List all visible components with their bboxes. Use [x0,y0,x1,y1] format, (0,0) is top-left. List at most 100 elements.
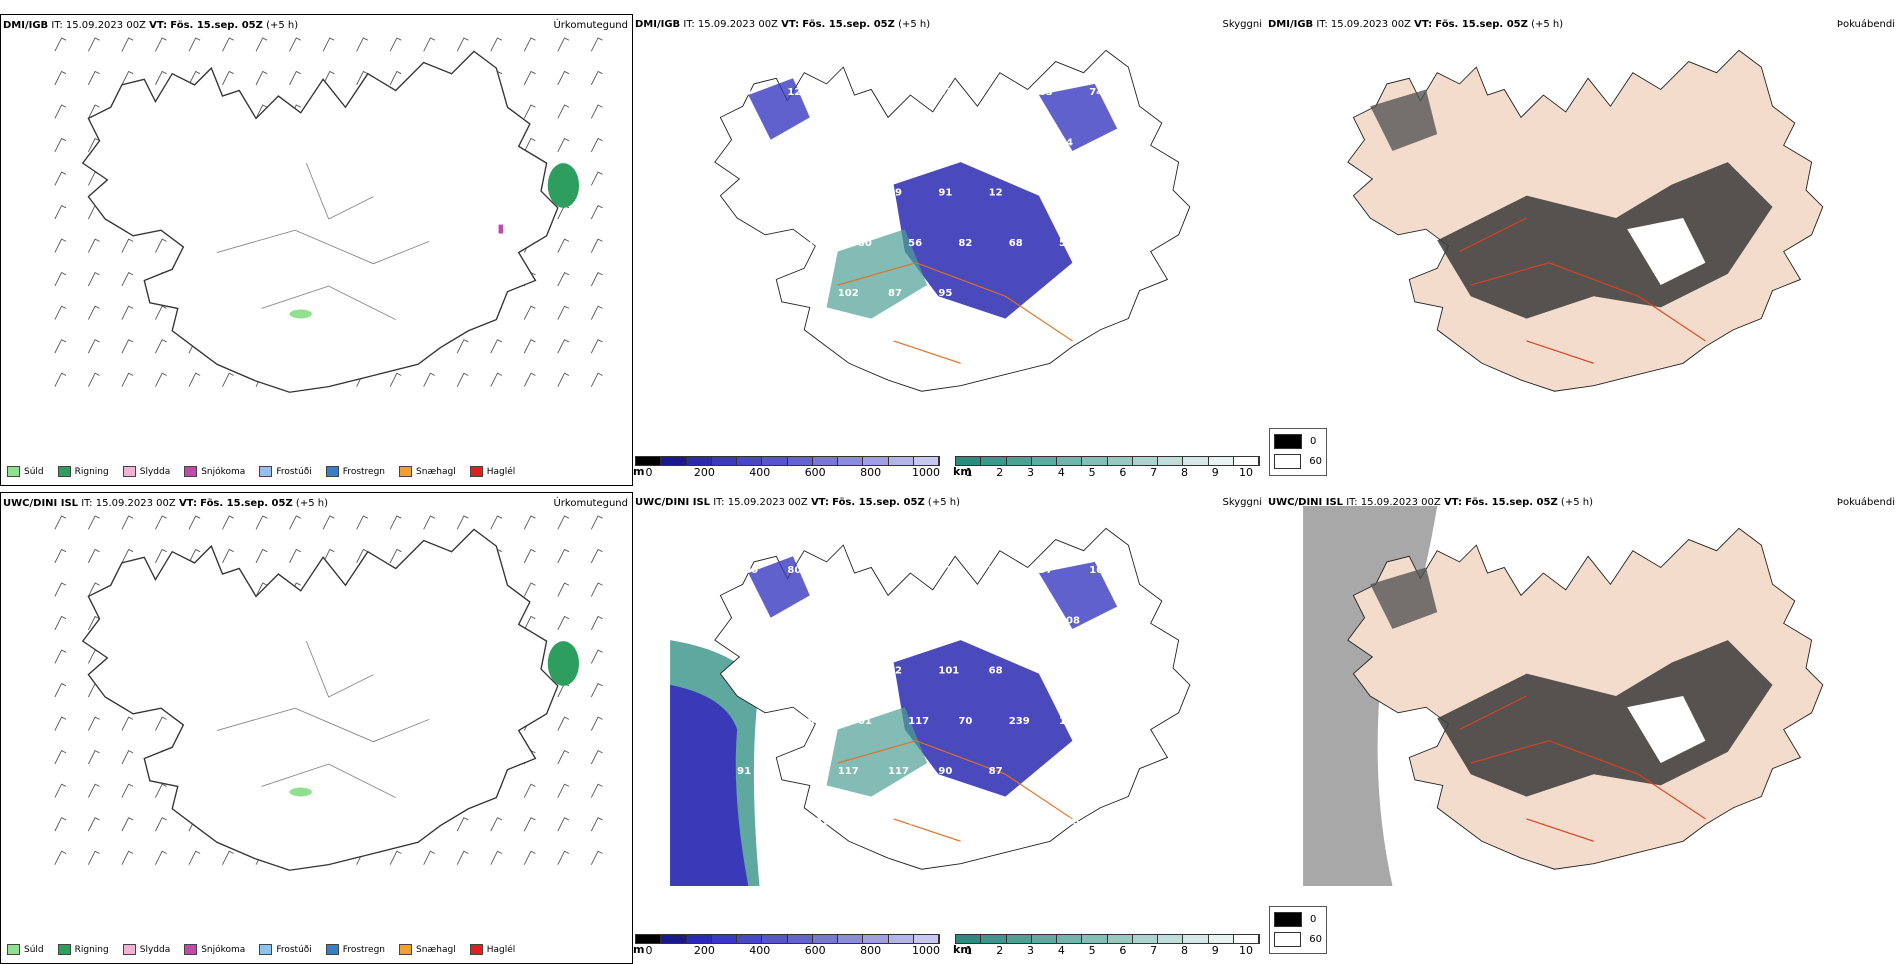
visibility-label: 95 [938,288,952,299]
colorbar-tick: 600 [804,466,826,479]
visibility-label: 76 [787,188,801,199]
wind-barb-icon [590,649,603,664]
wind-barb-icon [87,372,100,387]
wind-barb-icon [54,783,67,798]
colorbar-step [636,457,662,465]
visibility-label: 68 [737,188,751,199]
wind-barb-icon [255,104,268,119]
visibility-label: 82 [958,238,972,249]
fog-legend: 0 60 [1269,906,1327,954]
wind-barb-icon [155,238,167,253]
wind-barb-icon [54,817,67,832]
it-label: IT: [1316,19,1328,30]
wind-barb-icon [121,515,134,530]
colorbar-step [1132,935,1158,943]
colorbar-step [711,457,737,465]
colorbar-tick: 400 [749,466,771,479]
wind-barb-icon [222,515,234,530]
panel-header: UWC/DINI ISL IT: 15.09.2023 00Z VT: Fös.… [635,497,960,508]
colorbar-step [1107,457,1133,465]
wind-barb-icon [557,548,570,564]
colorbar-tick: 200 [693,944,715,957]
valid-time: Fös. 15.sep. 05Z [1435,19,1528,30]
visibility-label: 85 [1039,666,1053,677]
init-time: 15.09.2023 00Z [727,497,808,508]
wind-barb-icon [590,750,603,765]
visibility-label: 69 [808,615,822,626]
colorbar-tick: 3 [1027,944,1035,957]
wind-barb-icon [255,582,268,597]
wind-barb-icon [54,615,67,631]
legend-item: Slydda [122,466,170,477]
lead-time: (+5 h) [927,497,960,508]
colorbar-step [1158,935,1184,943]
fog-index-area [1627,218,1706,286]
colorbar-step [1057,457,1083,465]
wind-barb-icon [490,817,503,832]
colorbar-step [838,935,864,943]
panel-header: UWC/DINI ISL IT: 15.09.2023 00Z VT: Fös.… [3,498,328,509]
wind-barb-icon [121,750,134,765]
colorbar-step [981,457,1007,465]
wind-barb-icon [557,582,570,597]
colorbar-step [1233,457,1259,465]
colorbar-tick: 1000 [912,466,940,479]
visibility-label: 69 [1039,188,1053,199]
wind-barb-icon [590,37,603,52]
wind-barb-icon [188,548,201,564]
legend-label: 60 [1309,934,1322,945]
visibility-label: 17 [757,817,771,828]
legend-swatch [1274,434,1302,449]
wind-barb-icon [188,70,201,86]
legend-swatch [1274,454,1302,469]
colorbar-meters: m 0 200 400 600 800 1000 [633,456,940,479]
field-name: Þokuábendi [1836,497,1895,508]
legend-swatch [7,466,20,477]
low-vis-area [1038,83,1118,151]
wind-barb-icon [155,37,167,52]
map-panel-visibility: UWC/DINI ISL IT: 15.09.2023 00Z VT: Fös.… [633,492,1266,964]
wind-barb-icon [322,70,335,86]
visibility-label: 85 [737,288,751,299]
colorbar-step [737,457,763,465]
field-name: Skyggni [1222,19,1262,30]
visibility-label: 76 [1009,817,1023,828]
visibility-label: 87 [989,766,1003,777]
wind-barb-icon [557,750,570,765]
colorbar-step [863,935,889,943]
wind-barb-icon [188,37,201,52]
visibility-label: 113 [1059,817,1080,828]
wind-barb-icon [121,783,134,798]
legend-item: 0 [1274,434,1322,449]
colorbar-tick: 10 [1239,944,1253,957]
visibility-label: 79 [888,188,902,199]
wind-barb-icon [54,70,67,86]
colorbar-step [838,457,864,465]
visibility-label: 57 [1059,238,1073,249]
wind-barb-icon [523,850,536,865]
valid-time: Fös. 15.sep. 05Z [170,20,263,31]
wind-barb-icon [155,372,167,387]
vt-label: VT: [1443,497,1462,508]
wind-barb-icon [590,339,603,354]
field-name: Þokuábendi [1836,19,1895,30]
it-label: IT: [683,19,695,30]
wind-barb-icon [54,104,67,119]
wind-barb-icon [54,171,67,186]
visibility-label: 68 [787,288,801,299]
fog-legend: 0 60 [1269,428,1327,476]
wind-barb-icon [590,171,603,186]
wind-barb-icon [188,515,201,530]
wind-barb-icon [557,339,570,354]
visibility-label: 106 [1089,565,1110,576]
colorbar-tick: 6 [1119,466,1127,479]
wind-barb-icon [590,305,603,320]
wind-barb-icon [87,548,100,564]
precip-rain [547,641,580,686]
it-label: IT: [81,498,93,509]
colorbar-step [1082,935,1108,943]
wind-barb-icon [557,37,570,52]
legend-item: Rigning [57,466,109,477]
colorbar-unit: m [633,465,645,478]
colorbar-tick: 7 [1150,466,1158,479]
